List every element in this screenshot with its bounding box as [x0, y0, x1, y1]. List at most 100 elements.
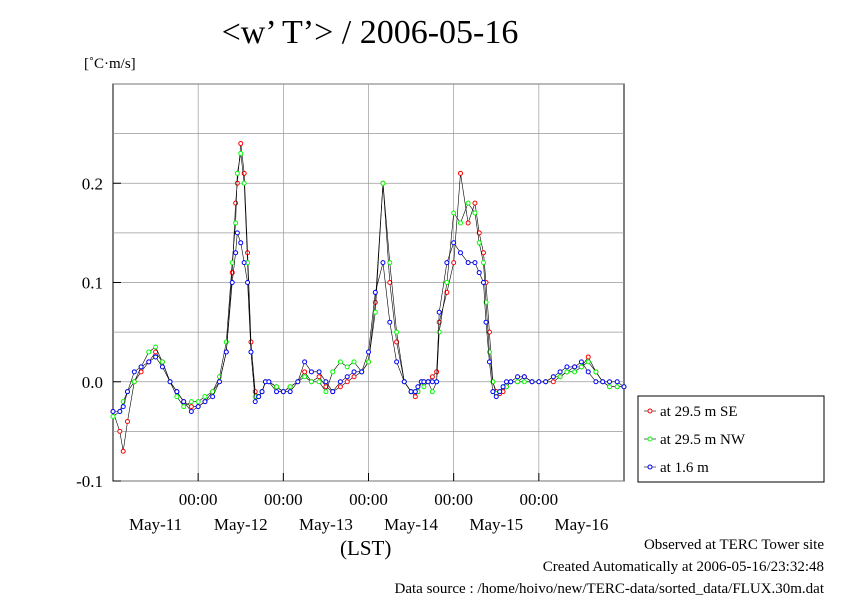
data-point [614, 384, 620, 390]
date-label: May-15 [469, 515, 523, 534]
data-point [593, 379, 599, 385]
data-point [344, 379, 350, 385]
y-tick-label: 0.2 [82, 174, 103, 193]
data-point [380, 180, 386, 186]
data-point [188, 399, 194, 405]
data-point [465, 260, 471, 266]
data-point [280, 389, 286, 395]
x-tick-label: 00:00 [264, 490, 303, 509]
data-point [167, 379, 173, 385]
data-point [287, 384, 293, 390]
data-point [401, 379, 407, 385]
data-point [585, 359, 591, 365]
data-point [585, 354, 591, 360]
data-point [585, 369, 591, 375]
data-point [153, 344, 159, 350]
data-point [174, 394, 180, 400]
data-point [366, 349, 371, 355]
date-label: May-11 [129, 515, 182, 534]
legend-label: at 29.5 m NW [660, 432, 746, 448]
data-point [472, 200, 478, 206]
data-point [490, 389, 496, 395]
data-point [245, 280, 251, 285]
data-point [415, 384, 421, 390]
data-point [238, 240, 244, 246]
data-point [181, 404, 187, 410]
data-point [550, 379, 556, 385]
data-point [146, 349, 152, 355]
data-point [421, 384, 427, 390]
data-point [372, 309, 378, 315]
data-point [550, 374, 556, 380]
data-point [436, 309, 442, 315]
data-point [229, 260, 235, 266]
date-label: May-13 [299, 515, 353, 534]
chart-title: <w’ T’> / 2006-05-16 [221, 14, 519, 51]
data-point [359, 369, 365, 375]
data-point [486, 359, 492, 365]
data-point [486, 329, 492, 335]
data-point [444, 280, 450, 285]
data-point [323, 389, 329, 395]
data-point [451, 260, 457, 266]
data-point [480, 260, 486, 266]
data-point [195, 404, 201, 410]
data-point [238, 141, 244, 147]
data-point [351, 374, 357, 380]
x-axis-label: (LST) [340, 536, 392, 560]
data-point [436, 329, 442, 335]
data-point [233, 250, 239, 256]
data-point [216, 379, 222, 385]
data-point [387, 260, 393, 266]
data-point [153, 354, 159, 360]
data-point [259, 389, 265, 395]
data-point [202, 394, 208, 400]
data-point [421, 379, 427, 385]
data-point [344, 374, 350, 380]
footer-info: Observed at TERC Tower site Created Auto… [395, 534, 825, 600]
data-point [131, 369, 137, 375]
series-3 [110, 230, 627, 415]
data-point [503, 379, 509, 385]
data-point [233, 220, 239, 226]
data-point [159, 359, 165, 365]
data-point [238, 150, 244, 156]
data-point [607, 379, 613, 385]
data-point [229, 280, 235, 285]
data-point [425, 379, 431, 385]
data-point [508, 379, 514, 385]
data-point [302, 359, 308, 365]
legend-marker [647, 408, 653, 414]
data-point [480, 250, 486, 256]
data-point [429, 379, 435, 385]
data-point [330, 389, 336, 395]
data-point [241, 180, 247, 186]
legend-marker [647, 464, 653, 470]
data-point [429, 389, 435, 395]
data-point [444, 289, 450, 295]
data-point [124, 389, 130, 395]
data-point [614, 379, 620, 385]
data-point [557, 374, 563, 380]
data-point [536, 379, 542, 385]
data-point [593, 369, 599, 375]
data-point [120, 404, 126, 410]
legend-label: at 29.5 m SE [660, 404, 738, 420]
data-point [600, 379, 606, 385]
data-point [412, 394, 418, 400]
data-point [572, 369, 578, 375]
data-point [394, 329, 400, 335]
data-point [252, 389, 258, 395]
data-point [233, 200, 239, 206]
footer-created: Created Automatically at 2006-05-16/23:3… [542, 559, 824, 575]
data-point [131, 379, 137, 385]
data-point [394, 339, 400, 345]
data-point [174, 389, 180, 395]
data-point [451, 210, 457, 216]
data-point [323, 379, 329, 385]
data-point [434, 379, 440, 385]
data-point [302, 369, 308, 375]
data-point [387, 280, 393, 285]
data-point [316, 374, 322, 380]
data-point [337, 379, 343, 385]
